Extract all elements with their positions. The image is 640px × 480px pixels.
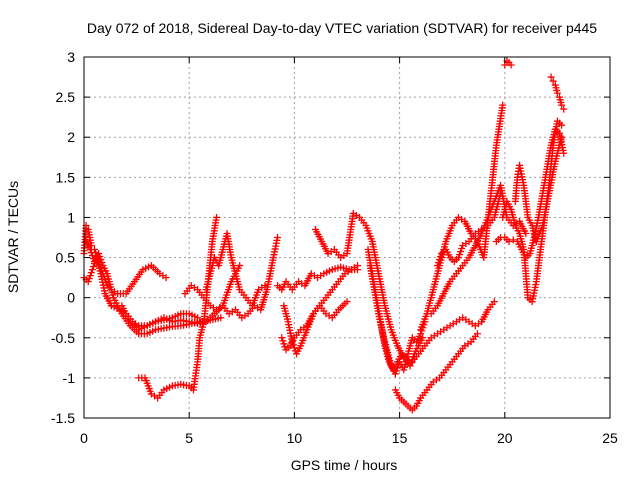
data-point — [96, 253, 104, 261]
data-point — [281, 343, 289, 351]
data-series — [391, 330, 481, 414]
data-point — [509, 236, 517, 244]
y-tick-label: 1.5 — [56, 169, 76, 185]
y-tick-label: 1 — [67, 209, 75, 225]
data-point — [162, 274, 170, 282]
data-point — [85, 275, 93, 283]
data-point — [436, 256, 444, 264]
data-point — [558, 121, 566, 129]
data-point — [456, 251, 464, 259]
data-points — [80, 57, 568, 414]
y-tick-label: -1.5 — [51, 410, 75, 426]
x-tick-label: 10 — [287, 430, 303, 446]
data-series — [501, 57, 515, 69]
data-point — [290, 344, 298, 352]
data-point — [279, 337, 287, 345]
data-point — [97, 256, 105, 264]
data-point — [490, 298, 498, 306]
data-point — [558, 101, 566, 109]
data-point — [392, 367, 400, 375]
y-tick-label: 0.5 — [56, 250, 76, 266]
data-point — [213, 213, 221, 221]
chart-title: Day 072 of 2018, Sidereal Day-to-day VTE… — [87, 20, 597, 36]
data-point — [560, 149, 568, 157]
data-point — [87, 249, 95, 257]
data-point — [560, 105, 568, 113]
y-tick-label: 2 — [67, 129, 75, 145]
data-point — [86, 272, 94, 280]
x-tick-label: 5 — [185, 430, 193, 446]
data-point — [217, 314, 225, 322]
data-series — [408, 298, 498, 366]
data-point — [455, 254, 463, 262]
y-axis-label: SDTVAR / TECUs — [5, 181, 21, 293]
data-point — [88, 266, 96, 274]
data-point — [280, 340, 288, 348]
y-tick-label: -0.5 — [51, 330, 75, 346]
axes: 0 5 10 15 20 25 -1.5 -1 -0.5 0 0.5 1 1.5 2 2.5 3 — [51, 49, 618, 446]
data-point — [553, 89, 561, 97]
x-tick-label: 20 — [497, 430, 513, 446]
data-point — [437, 253, 445, 261]
data-point — [391, 370, 399, 378]
data-point — [343, 298, 351, 306]
data-series — [427, 181, 530, 318]
data-point — [499, 101, 507, 109]
data-point — [435, 259, 443, 267]
data-point — [95, 250, 103, 258]
data-point — [457, 248, 465, 256]
data-point — [433, 262, 441, 270]
data-point — [407, 359, 415, 367]
data-point — [89, 263, 97, 271]
y-tick-label: 2.5 — [56, 89, 76, 105]
data-point — [87, 269, 95, 277]
x-tick-label: 0 — [80, 430, 88, 446]
data-point — [274, 234, 282, 241]
data-point — [547, 73, 555, 81]
data-point — [84, 278, 92, 286]
data-point — [507, 61, 515, 69]
data-point — [86, 246, 94, 254]
data-series — [511, 133, 566, 246]
data-point — [419, 334, 427, 342]
data-point — [505, 238, 513, 246]
data-point — [549, 77, 557, 85]
data-series — [118, 262, 244, 330]
data-series — [278, 298, 351, 354]
data-point — [354, 262, 362, 270]
data-series — [311, 209, 408, 362]
data-point — [236, 262, 244, 270]
data-series — [135, 213, 221, 402]
data-point — [278, 334, 286, 342]
y-tick-label: 3 — [67, 49, 75, 65]
y-tick-label: 0 — [67, 290, 75, 306]
data-point — [393, 364, 401, 372]
data-series — [547, 73, 568, 113]
plot-frame — [83, 56, 611, 419]
data-point — [473, 330, 481, 338]
data-point — [406, 362, 414, 370]
data-series — [499, 117, 566, 306]
data-point — [558, 133, 566, 141]
data-series — [202, 229, 269, 310]
data-point — [458, 245, 466, 253]
x-axis-label: GPS time / hours — [291, 457, 398, 473]
x-tick-label: 25 — [602, 430, 618, 446]
data-point — [261, 282, 269, 290]
data-point — [522, 229, 530, 237]
y-tick-label: -1 — [63, 370, 76, 386]
data-point — [98, 259, 106, 267]
data-point — [88, 252, 96, 260]
data-point — [288, 338, 296, 346]
x-tick-label: 15 — [392, 430, 408, 446]
